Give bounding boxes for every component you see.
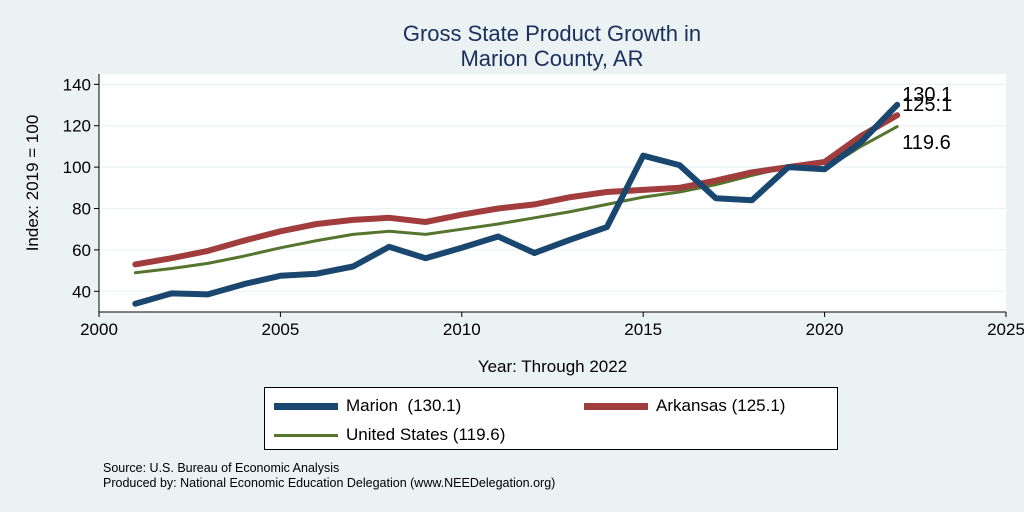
y-axis-label: Index: 2019 = 100 — [23, 115, 42, 252]
legend-swatch-united-states — [274, 433, 338, 437]
point-united-states-2014 — [606, 203, 608, 205]
point-united-states-2007 — [352, 233, 354, 235]
end-label-arkansas: 125.1 — [902, 94, 952, 116]
point-arkansas-2008 — [388, 217, 390, 219]
point-arkansas-2014 — [606, 191, 608, 193]
x-tick-label-2005: 2005 — [261, 320, 299, 339]
point-arkansas-2003 — [207, 250, 209, 252]
point-arkansas-2013 — [570, 196, 572, 198]
point-united-states-2001 — [134, 272, 136, 274]
point-arkansas-2022 — [896, 114, 898, 116]
point-united-states-2016 — [678, 191, 680, 193]
point-united-states-2015 — [642, 196, 644, 198]
legend-label-united-states: United States (119.6) — [346, 425, 506, 444]
point-arkansas-2010 — [461, 214, 463, 216]
point-marion-2022 — [896, 104, 898, 106]
point-arkansas-2002 — [171, 257, 173, 259]
x-tick-label-2015: 2015 — [624, 320, 662, 339]
plot-area — [99, 74, 1006, 312]
point-arkansas-2017 — [715, 180, 717, 182]
point-marion-2013 — [570, 239, 572, 241]
x-tick-label-2020: 2020 — [806, 320, 844, 339]
x-tick-label-2025: 2025 — [987, 320, 1024, 339]
legend-swatch-marion — [274, 402, 338, 410]
chart-title-line-1: Gross State Product Growth in — [402, 21, 702, 46]
point-marion-2007 — [352, 265, 354, 267]
point-marion-2011 — [497, 235, 499, 237]
point-marion-2021 — [860, 141, 862, 143]
source-note: Source: U.S. Bureau of Economic Analysis — [103, 461, 340, 475]
point-arkansas-2012 — [533, 203, 535, 205]
point-arkansas-2016 — [678, 187, 680, 189]
legend-swatch-arkansas — [584, 402, 648, 410]
point-arkansas-2004 — [243, 240, 245, 242]
produced-by-note: Produced by: National Economic Education… — [103, 476, 556, 490]
point-arkansas-2015 — [642, 189, 644, 191]
point-united-states-2002 — [171, 268, 173, 270]
series-line-arkansas — [132, 112, 901, 268]
point-united-states-2017 — [715, 184, 717, 186]
point-united-states-2022 — [896, 126, 898, 128]
point-marion-2015 — [642, 155, 644, 157]
point-marion-2006 — [316, 273, 318, 275]
point-arkansas-2020 — [824, 161, 826, 163]
point-arkansas-2005 — [279, 230, 281, 232]
point-arkansas-2011 — [497, 208, 499, 210]
point-marion-2020 — [824, 168, 826, 170]
point-marion-2019 — [787, 166, 789, 168]
point-marion-2005 — [279, 275, 281, 277]
point-arkansas-2021 — [860, 135, 862, 137]
point-united-states-2012 — [533, 217, 535, 219]
point-united-states-2008 — [388, 230, 390, 232]
point-marion-2002 — [171, 292, 173, 294]
legend-item-marion: Marion (130.1) — [274, 396, 461, 416]
point-marion-2018 — [751, 199, 753, 201]
point-united-states-2005 — [279, 247, 281, 249]
legend-item-arkansas: Arkansas (125.1) — [584, 396, 785, 416]
point-united-states-2011 — [497, 223, 499, 225]
end-label-united-states: 119.6 — [902, 132, 951, 154]
point-arkansas-2009 — [425, 221, 427, 223]
point-marion-2012 — [533, 252, 535, 254]
point-marion-2001 — [134, 303, 136, 305]
point-marion-2014 — [606, 226, 608, 228]
x-tick-label-2010: 2010 — [443, 320, 481, 339]
end-label-marion: 130.1 — [902, 84, 952, 106]
point-arkansas-2006 — [316, 223, 318, 225]
point-marion-2008 — [388, 246, 390, 248]
point-united-states-2003 — [207, 262, 209, 264]
y-tick-label-80: 80 — [72, 200, 91, 219]
point-marion-2016 — [678, 164, 680, 166]
x-tick-label-2000: 2000 — [80, 320, 118, 339]
chart-legend: Marion (130.1) Arkansas (125.1) United S… — [264, 387, 838, 450]
point-united-states-2010 — [461, 228, 463, 230]
y-tick-label-120: 120 — [63, 117, 91, 136]
series-line-marion — [132, 101, 901, 307]
legend-label-arkansas: Arkansas (125.1) — [656, 396, 786, 415]
point-marion-2009 — [425, 257, 427, 259]
point-arkansas-2018 — [751, 171, 753, 173]
x-axis-label: Year: Through 2022 — [478, 357, 627, 376]
point-united-states-2006 — [316, 240, 318, 242]
legend-label-marion: Marion (130.1) — [346, 396, 462, 415]
point-marion-2010 — [461, 247, 463, 249]
y-tick-label-140: 140 — [63, 75, 91, 94]
point-arkansas-2001 — [134, 263, 136, 265]
chart-title-line-2: Marion County, AR — [460, 46, 644, 71]
point-united-states-2013 — [570, 211, 572, 213]
point-united-states-2004 — [243, 255, 245, 257]
point-united-states-2009 — [425, 233, 427, 235]
legend-item-united-states: United States (119.6) — [274, 425, 505, 445]
y-tick-label-100: 100 — [63, 158, 91, 177]
point-marion-2004 — [243, 283, 245, 285]
point-marion-2003 — [207, 293, 209, 295]
y-tick-label-40: 40 — [72, 282, 91, 301]
y-tick-label-60: 60 — [72, 241, 91, 260]
point-marion-2017 — [715, 197, 717, 199]
point-arkansas-2007 — [352, 219, 354, 221]
